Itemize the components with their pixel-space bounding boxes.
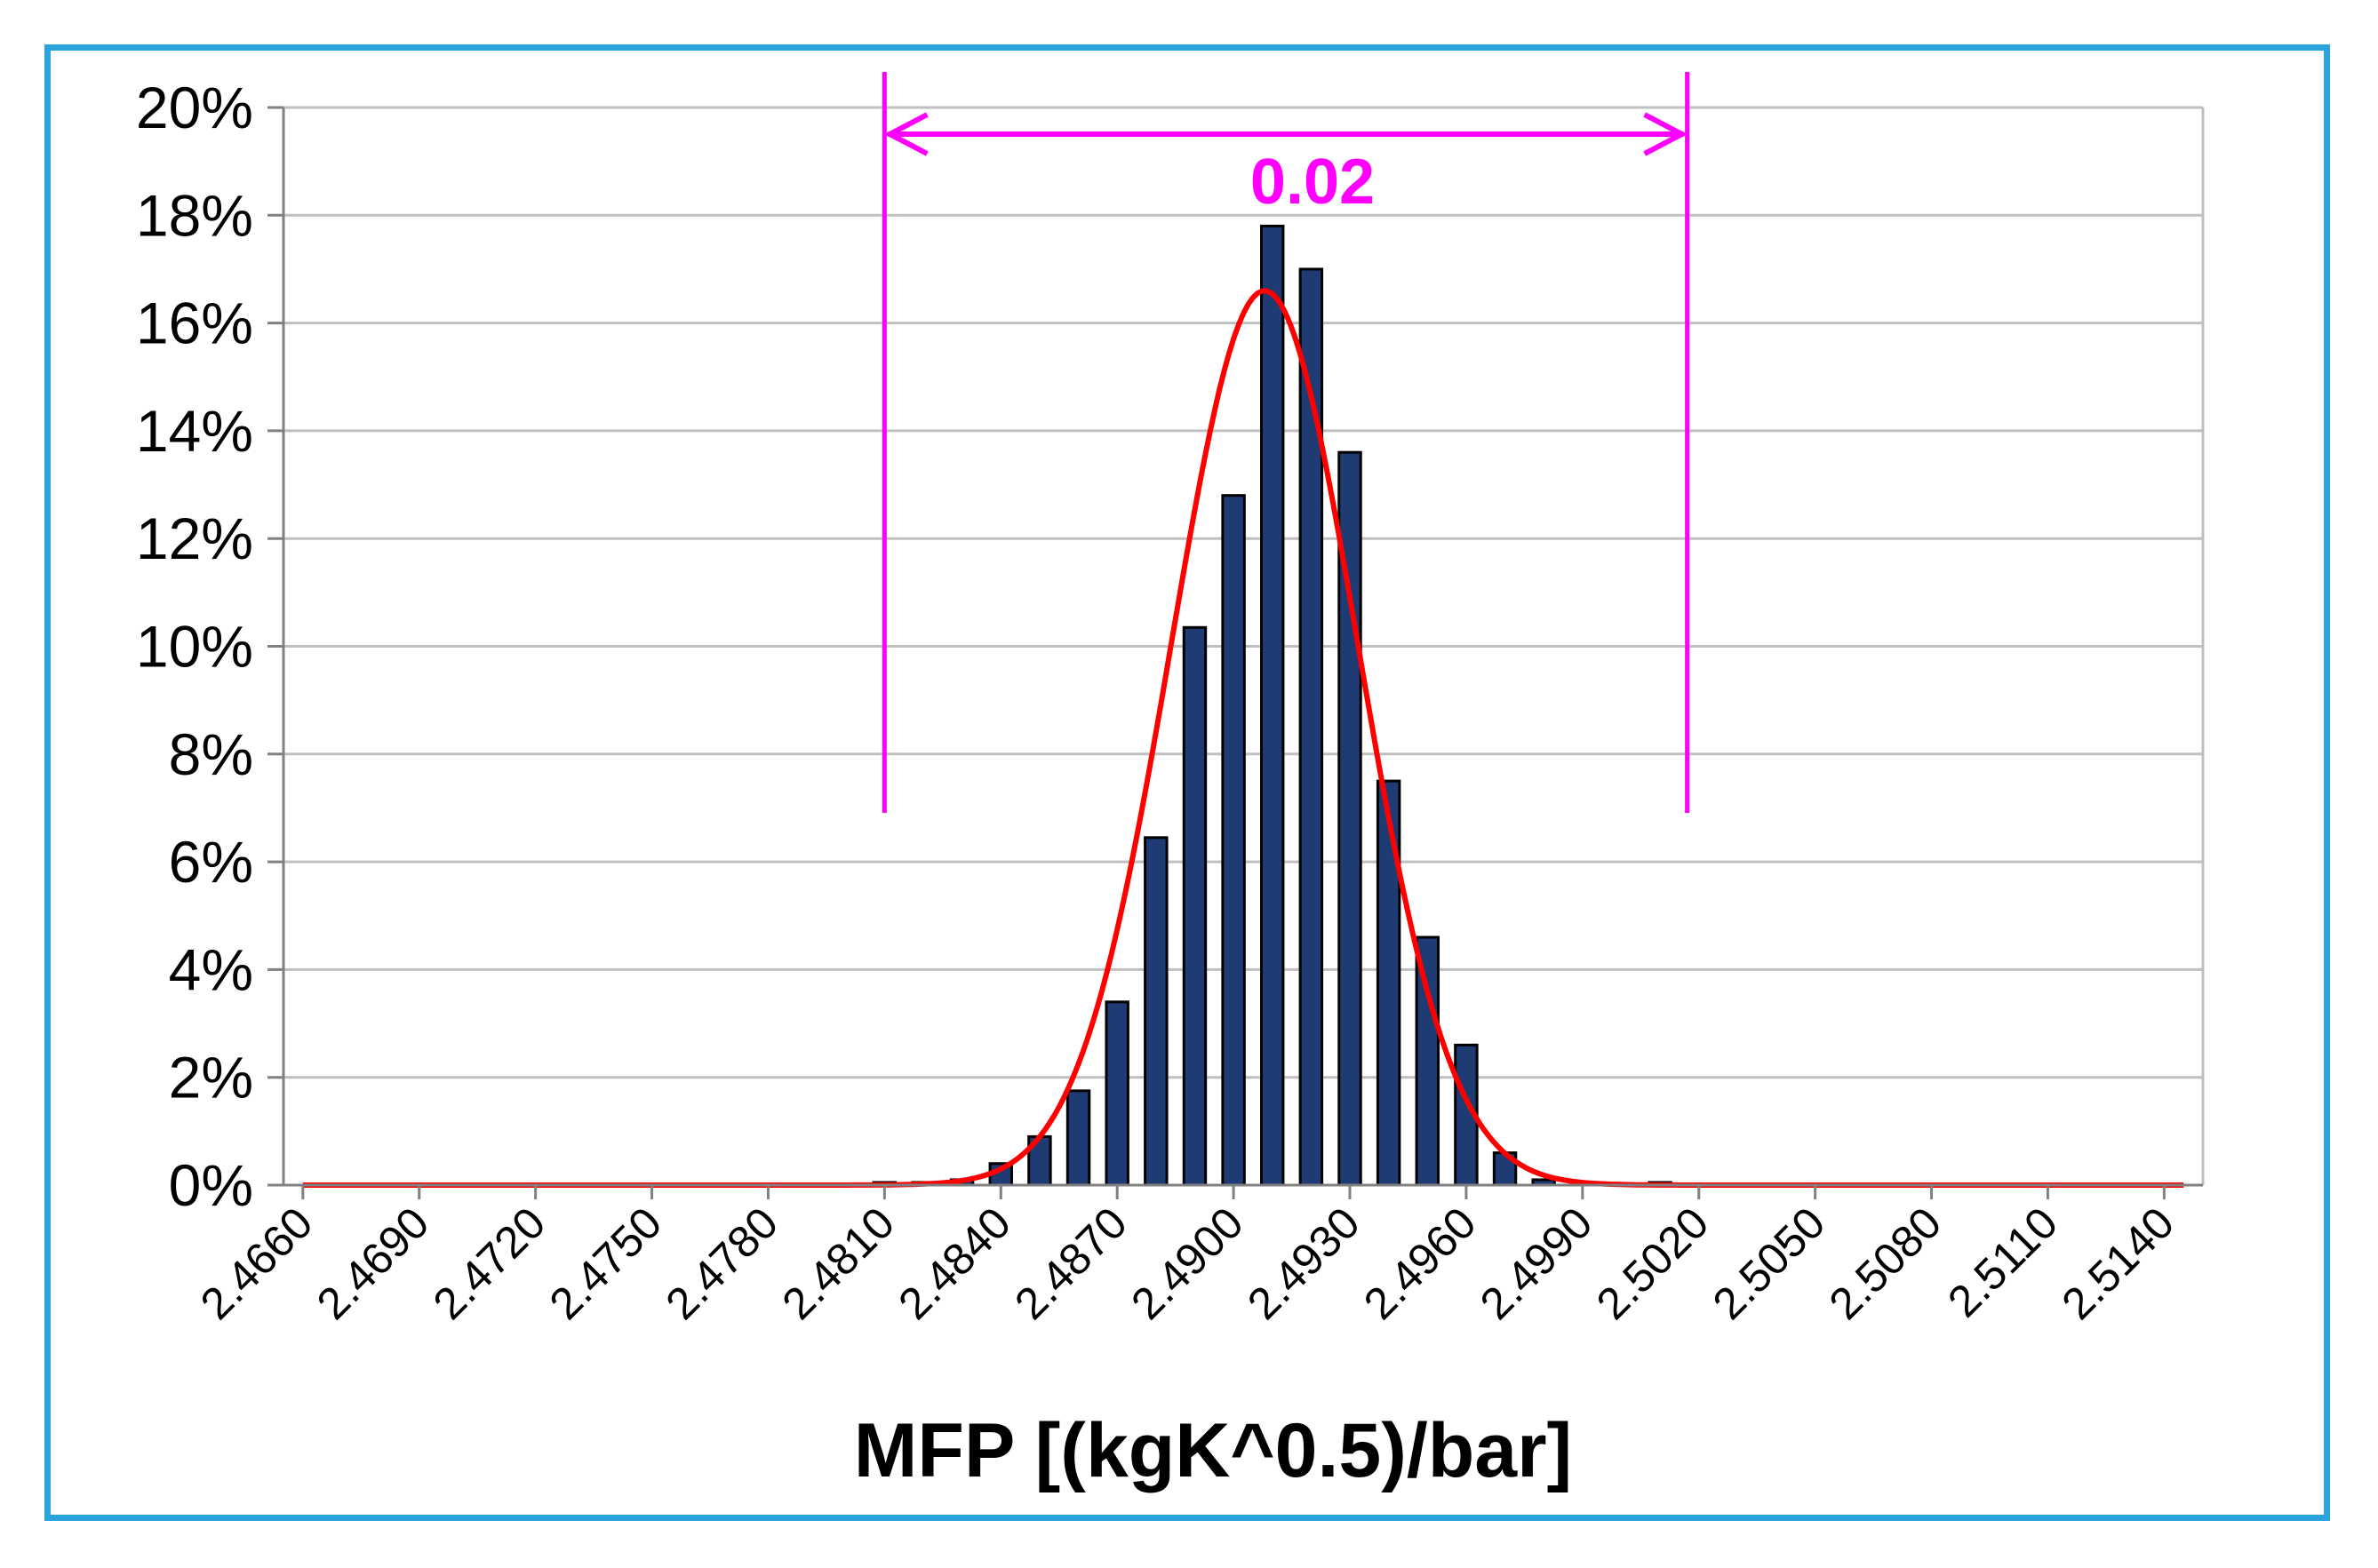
x-tick-label: 2.5080 bbox=[1820, 1198, 1951, 1329]
x-tick-label: 2.5140 bbox=[2052, 1198, 2183, 1329]
interval-arrowhead-right bbox=[1643, 112, 1688, 156]
histogram-bar bbox=[1376, 779, 1401, 1187]
x-tick-label: 2.5020 bbox=[1587, 1198, 1719, 1329]
y-tick-label: 2% bbox=[169, 1045, 253, 1110]
x-tick-label: 2.4840 bbox=[889, 1198, 1020, 1329]
histogram-bar bbox=[1221, 494, 1246, 1187]
histogram-chart: 0%2%4%6%8%10%12%14%16%18%20%2.46602.4690… bbox=[136, 72, 2205, 1493]
y-tick-label: 6% bbox=[169, 829, 253, 895]
histogram-bar bbox=[1144, 836, 1169, 1187]
histogram-bar bbox=[1182, 625, 1208, 1187]
y-tick-label: 0% bbox=[169, 1152, 253, 1218]
chart-frame: 0% 2% 4% 6% 8% 10% 12% 14% 16% 18% 20% 2.4660 2.4690… bbox=[44, 44, 2330, 1521]
histogram-bar bbox=[1415, 935, 1440, 1187]
x-tick-label: 2.4750 bbox=[540, 1198, 672, 1329]
interval-arrowhead-left bbox=[883, 112, 929, 156]
x-tick-label: 2.4720 bbox=[424, 1198, 555, 1329]
y-tick-label: 14% bbox=[136, 398, 253, 464]
x-tick-label: 2.4690 bbox=[307, 1198, 439, 1329]
y-tick-label: 16% bbox=[136, 291, 253, 356]
axis-layer: 0%2%4%6%8%10%12%14%16%18%20%2.46602.4690… bbox=[136, 75, 2203, 1329]
x-axis-title: MFP [(kgK^0.5)/bar] bbox=[854, 1408, 1572, 1493]
x-tick-label: 2.4870 bbox=[1005, 1198, 1137, 1329]
y-tick-label: 12% bbox=[136, 505, 253, 571]
annotation-layer: 0.02 bbox=[882, 72, 1690, 813]
interval-label: 0.02 bbox=[1250, 147, 1375, 218]
x-tick-label: 2.4810 bbox=[772, 1198, 904, 1329]
x-tick-label: 2.4900 bbox=[1121, 1198, 1253, 1329]
histogram-bar bbox=[1260, 224, 1285, 1187]
y-tick-label: 8% bbox=[169, 721, 253, 787]
bars-layer bbox=[872, 224, 1672, 1187]
y-tick-label: 18% bbox=[136, 182, 253, 248]
y-tick-label: 20% bbox=[136, 75, 253, 140]
x-tick-label: 2.4960 bbox=[1354, 1198, 1486, 1329]
x-tick-label: 2.4780 bbox=[656, 1198, 787, 1329]
histogram-bar bbox=[1105, 1000, 1129, 1187]
y-tick-label: 10% bbox=[136, 614, 253, 680]
histogram-bar bbox=[1337, 450, 1362, 1187]
x-tick-label: 2.5050 bbox=[1704, 1198, 1835, 1329]
histogram-bar bbox=[1065, 1089, 1091, 1187]
y-tick-label: 4% bbox=[169, 936, 253, 1002]
x-tick-label: 2.4930 bbox=[1238, 1198, 1369, 1329]
x-tick-label: 2.4990 bbox=[1471, 1198, 1602, 1329]
x-tick-label: 2.5110 bbox=[1938, 1198, 2067, 1326]
